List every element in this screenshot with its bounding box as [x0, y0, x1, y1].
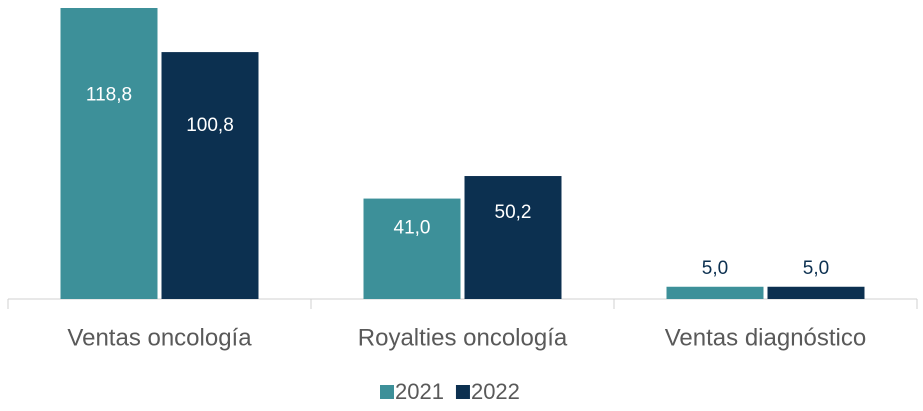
data-label: 100,8 [186, 115, 234, 136]
bar [161, 52, 259, 299]
bar [60, 8, 158, 299]
x-tick-label: Ventas oncología [67, 324, 252, 351]
x-tick-label: Ventas diagnóstico [665, 324, 866, 351]
bar [363, 198, 461, 299]
legend-swatch [455, 385, 470, 399]
data-label: 41,0 [394, 218, 431, 239]
x-tick-label: Royalties oncología [358, 324, 568, 351]
legend-label: 2021 [395, 379, 444, 404]
bar [464, 176, 562, 299]
data-label: 118,8 [86, 84, 132, 105]
legend-swatch [380, 385, 394, 399]
data-label: 50,2 [495, 202, 532, 223]
data-label: 5,0 [702, 258, 728, 279]
bar [666, 286, 764, 299]
data-label: 5,0 [803, 258, 829, 279]
bar [767, 286, 865, 299]
legend-label: 2022 [471, 379, 520, 404]
